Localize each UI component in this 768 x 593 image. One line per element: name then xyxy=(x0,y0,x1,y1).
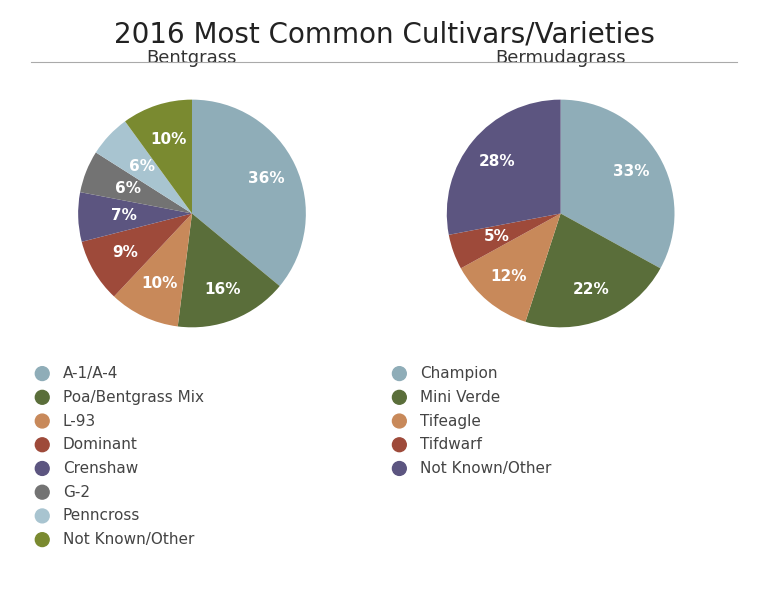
Text: Crenshaw: Crenshaw xyxy=(63,461,138,476)
Wedge shape xyxy=(177,213,280,327)
Wedge shape xyxy=(80,152,192,213)
Wedge shape xyxy=(447,100,561,235)
Text: Not Known/Other: Not Known/Other xyxy=(63,532,194,547)
Text: A-1/A-4: A-1/A-4 xyxy=(63,366,118,381)
Text: Tifdwarf: Tifdwarf xyxy=(420,437,482,452)
Text: 9%: 9% xyxy=(112,246,138,260)
Text: L-93: L-93 xyxy=(63,413,96,429)
Wedge shape xyxy=(192,100,306,286)
Text: Penncross: Penncross xyxy=(63,508,141,524)
Text: 33%: 33% xyxy=(613,164,650,179)
Text: 6%: 6% xyxy=(115,181,141,196)
Text: G-2: G-2 xyxy=(63,484,90,500)
Text: Not Known/Other: Not Known/Other xyxy=(420,461,551,476)
Text: Dominant: Dominant xyxy=(63,437,137,452)
Text: 10%: 10% xyxy=(141,276,177,291)
Text: 7%: 7% xyxy=(111,208,137,223)
Wedge shape xyxy=(449,213,561,268)
Wedge shape xyxy=(114,213,192,326)
Text: 5%: 5% xyxy=(483,229,509,244)
Text: 10%: 10% xyxy=(150,132,187,147)
Wedge shape xyxy=(561,100,674,268)
Title: Bentgrass: Bentgrass xyxy=(147,49,237,67)
Text: Mini Verde: Mini Verde xyxy=(420,390,500,405)
Text: 6%: 6% xyxy=(129,159,155,174)
Text: 12%: 12% xyxy=(490,269,527,284)
Text: Poa/Bentgrass Mix: Poa/Bentgrass Mix xyxy=(63,390,204,405)
Wedge shape xyxy=(96,122,192,213)
Wedge shape xyxy=(125,100,192,213)
Wedge shape xyxy=(461,213,561,322)
Wedge shape xyxy=(525,213,660,327)
Wedge shape xyxy=(78,192,192,242)
Text: Champion: Champion xyxy=(420,366,498,381)
Wedge shape xyxy=(81,213,192,296)
Text: 22%: 22% xyxy=(572,282,609,297)
Text: Tifeagle: Tifeagle xyxy=(420,413,481,429)
Text: 2016 Most Common Cultivars/Varieties: 2016 Most Common Cultivars/Varieties xyxy=(114,21,654,49)
Text: 16%: 16% xyxy=(204,282,240,297)
Text: 28%: 28% xyxy=(479,154,516,169)
Text: 36%: 36% xyxy=(248,171,284,186)
Title: Bermudagrass: Bermudagrass xyxy=(495,49,626,67)
